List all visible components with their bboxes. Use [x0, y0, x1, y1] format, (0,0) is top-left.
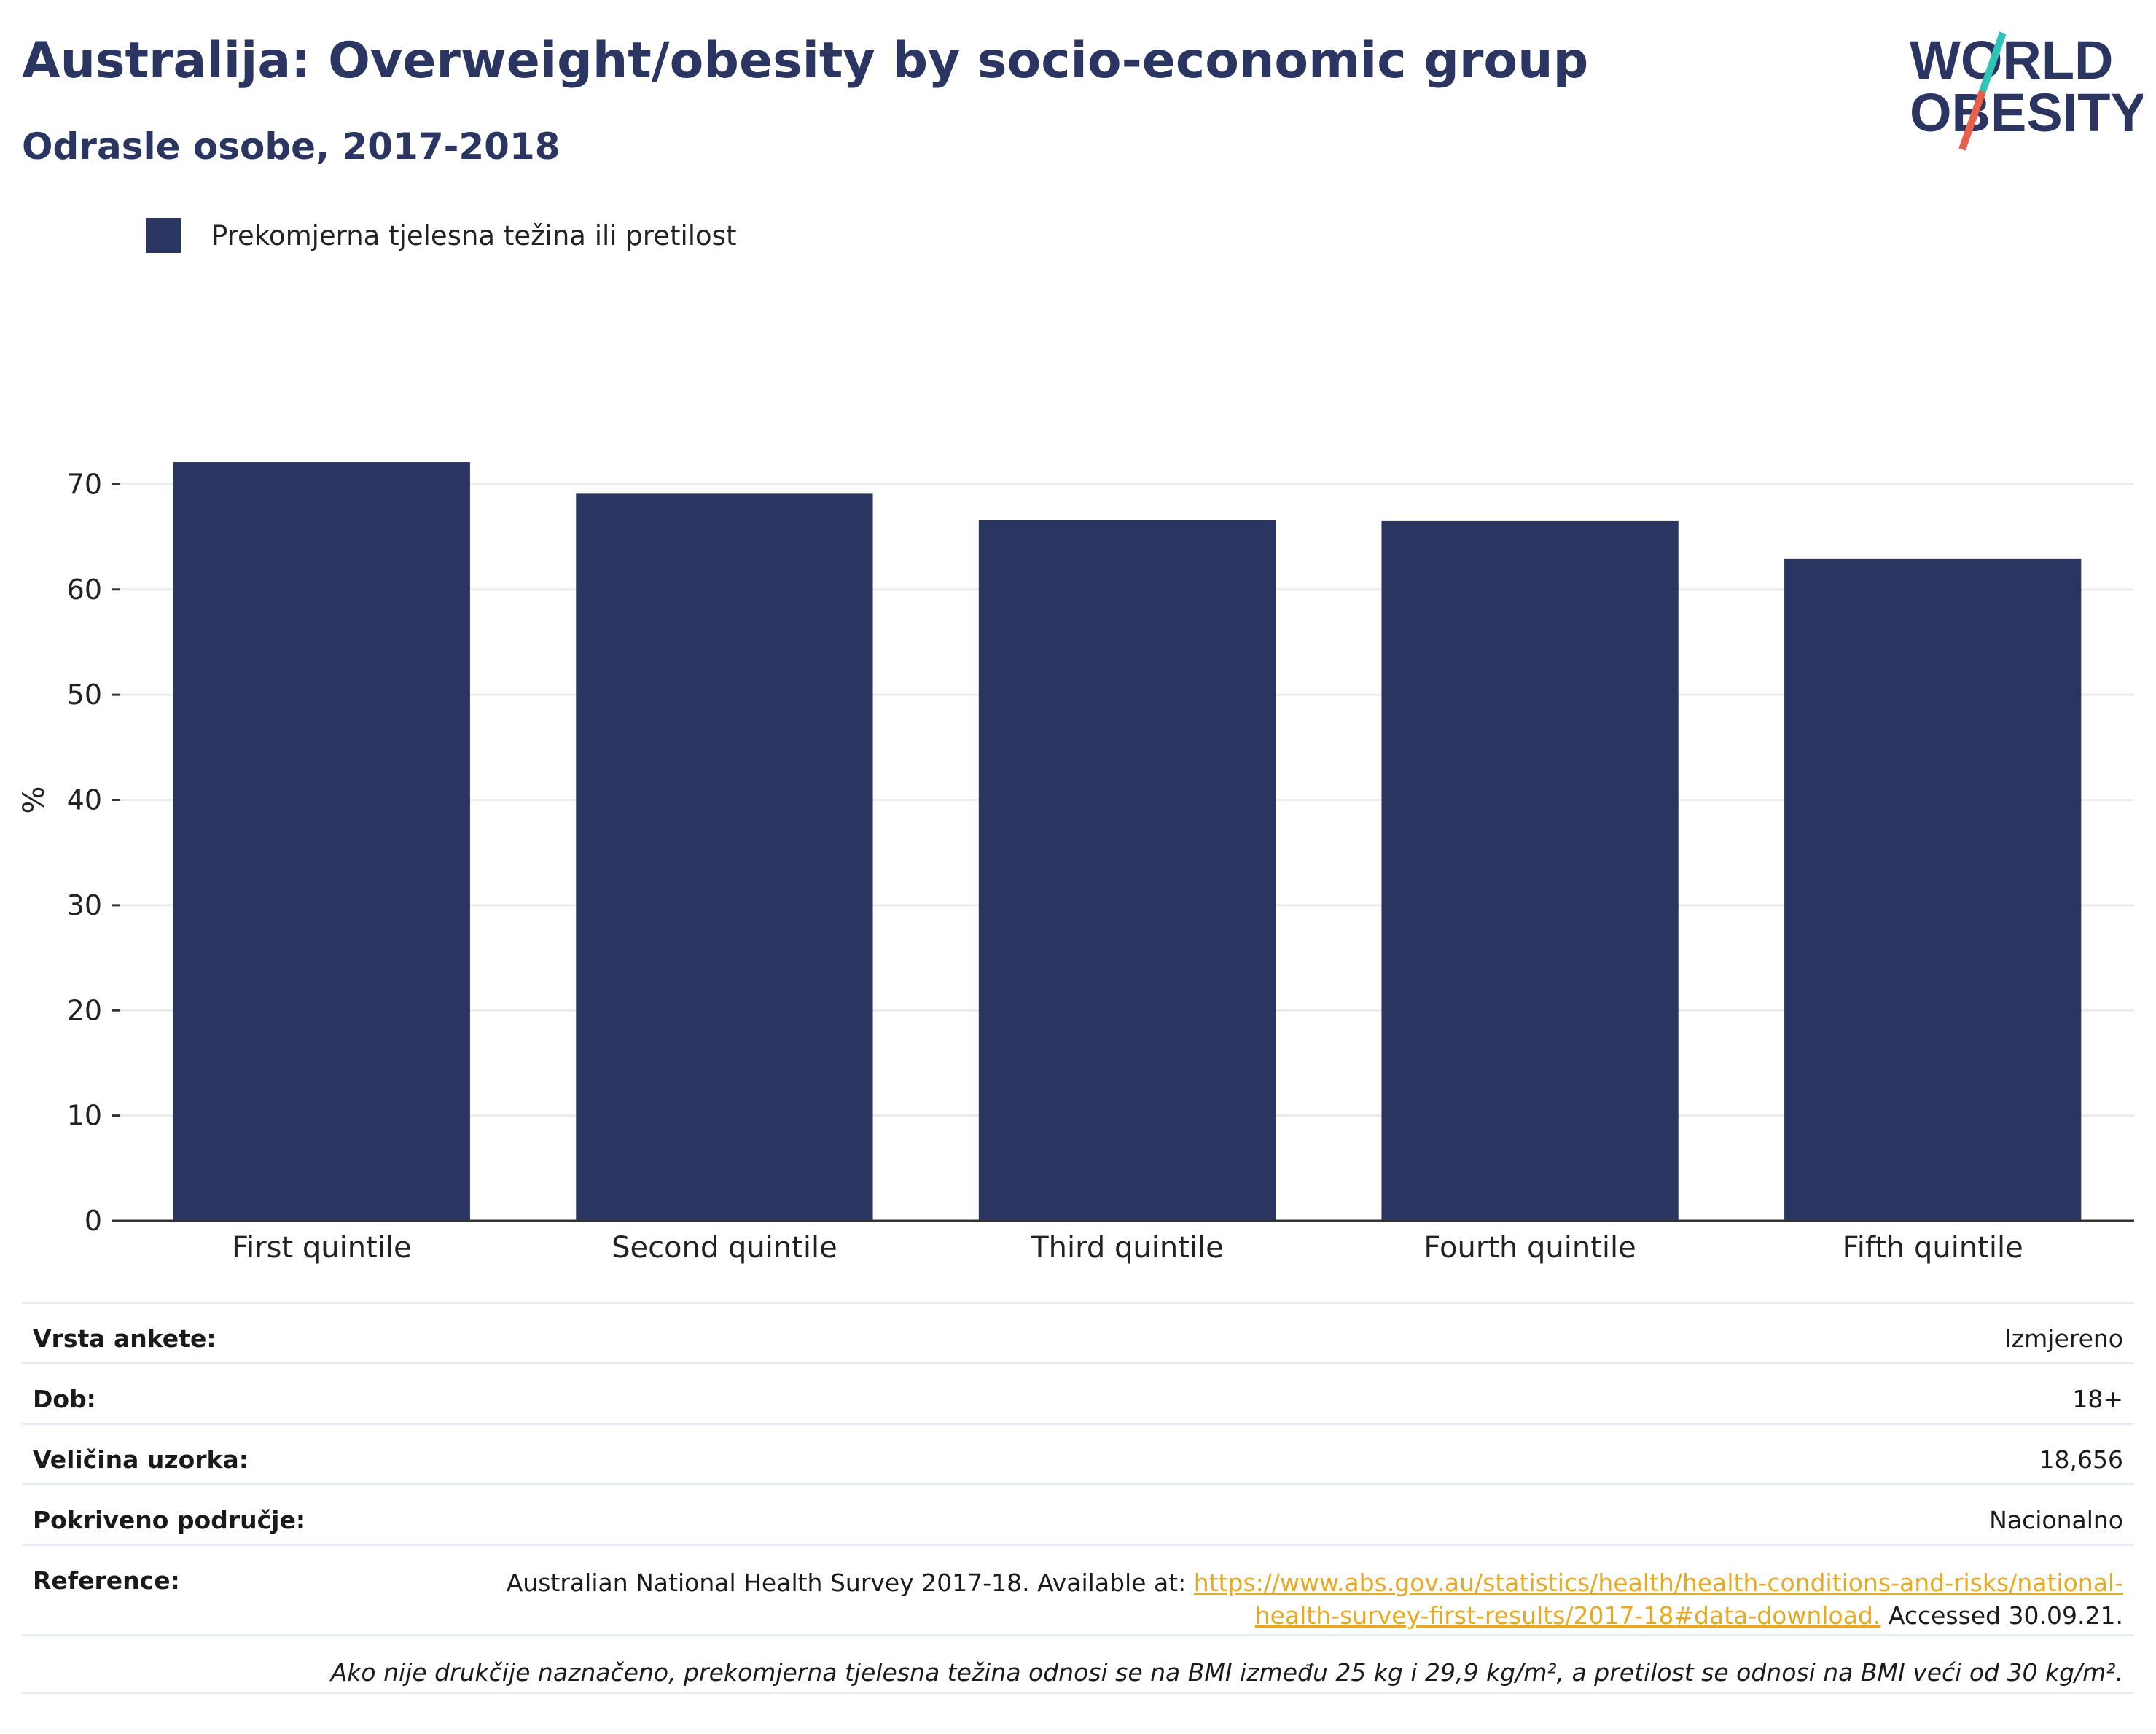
- y-tick-label: 40: [67, 784, 102, 816]
- x-tick-label: First quintile: [232, 1231, 412, 1265]
- y-tick-label: 0: [85, 1205, 102, 1237]
- bar: [1381, 520, 1679, 1221]
- chart-subtitle: Odrasle osobe, 2017-2018: [22, 125, 561, 168]
- meta-label: Dob:: [33, 1385, 96, 1413]
- bar: [173, 462, 470, 1221]
- y-axis-label: %: [17, 786, 51, 813]
- y-tick-label: 10: [67, 1100, 102, 1132]
- y-tick-label: 50: [67, 679, 102, 711]
- reference-value: Australian National Health Survey 2017-1…: [447, 1566, 2123, 1632]
- chart-legend: Prekomjerna tjelesna težina ili pretilos…: [146, 217, 736, 254]
- legend-label: Prekomjerna tjelesna težina ili pretilos…: [211, 219, 737, 251]
- legend-swatch: [146, 218, 181, 253]
- y-tick-label: 30: [67, 889, 102, 921]
- bar-chart: 0 10 20 30 40 50 60 70% First quintile Second qui…: [17, 462, 2134, 1265]
- meta-label: Vrsta ankete:: [33, 1324, 216, 1353]
- meta-row-survey-type: Vrsta ankete: Izmjereno: [22, 1302, 2134, 1362]
- logo-line1: WORLD: [1910, 30, 2114, 90]
- x-tick-label: Second quintile: [612, 1231, 837, 1265]
- meta-label: Pokriveno područje:: [33, 1506, 306, 1534]
- reference-accessed: Accessed 30.09.21.: [1880, 1601, 2123, 1630]
- meta-row-age: Dob: 18+: [22, 1362, 2134, 1423]
- meta-value: Nacionalno: [1989, 1506, 2123, 1534]
- reference-link[interactable]: https://www.abs.gov.au/statistics/health…: [1193, 1569, 2123, 1630]
- x-tick-label: Third quintile: [1030, 1231, 1223, 1265]
- x-tick-label: Fourth quintile: [1423, 1231, 1636, 1265]
- definition-note: Ako nije drukčije naznačeno, prekomjerna…: [330, 1658, 2123, 1687]
- logo-slash-red: [1958, 90, 1986, 151]
- meta-value: Izmjereno: [2004, 1324, 2123, 1353]
- meta-value: 18+: [2072, 1385, 2123, 1413]
- chart-title: Australija: Overweight/obesity by socio-…: [22, 32, 1589, 90]
- meta-label: Veličina uzorka:: [33, 1445, 249, 1474]
- world-obesity-logo: WORLD OBESITY: [1910, 30, 2143, 151]
- bar: [1784, 558, 2082, 1221]
- meta-row-note: Ako nije drukčije naznačeno, prekomjerna…: [22, 1634, 2134, 1694]
- meta-value: 18,656: [2039, 1445, 2123, 1474]
- meta-row-reference: Reference: Australian National Health Su…: [22, 1544, 2134, 1634]
- meta-row-coverage: Pokriveno područje: Nacionalno: [22, 1483, 2134, 1544]
- reference-text: Australian National Health Survey 2017-1…: [506, 1569, 1194, 1597]
- survey-metadata-table: Vrsta ankete: Izmjereno Dob: 18+ Veličin…: [22, 1302, 2134, 1694]
- y-tick-label: 20: [67, 994, 102, 1026]
- y-tick-label: 60: [67, 574, 102, 606]
- meta-row-sample-size: Veličina uzorka: 18,656: [22, 1423, 2134, 1483]
- y-tick-label: 70: [67, 468, 102, 500]
- bar: [978, 520, 1276, 1221]
- logo-slash-teal: [1979, 31, 2007, 93]
- bar: [576, 493, 873, 1221]
- x-tick-label: Fifth quintile: [1843, 1231, 2023, 1265]
- logo-line2: OBESITY: [1910, 82, 2143, 143]
- meta-label: Reference:: [33, 1566, 180, 1595]
